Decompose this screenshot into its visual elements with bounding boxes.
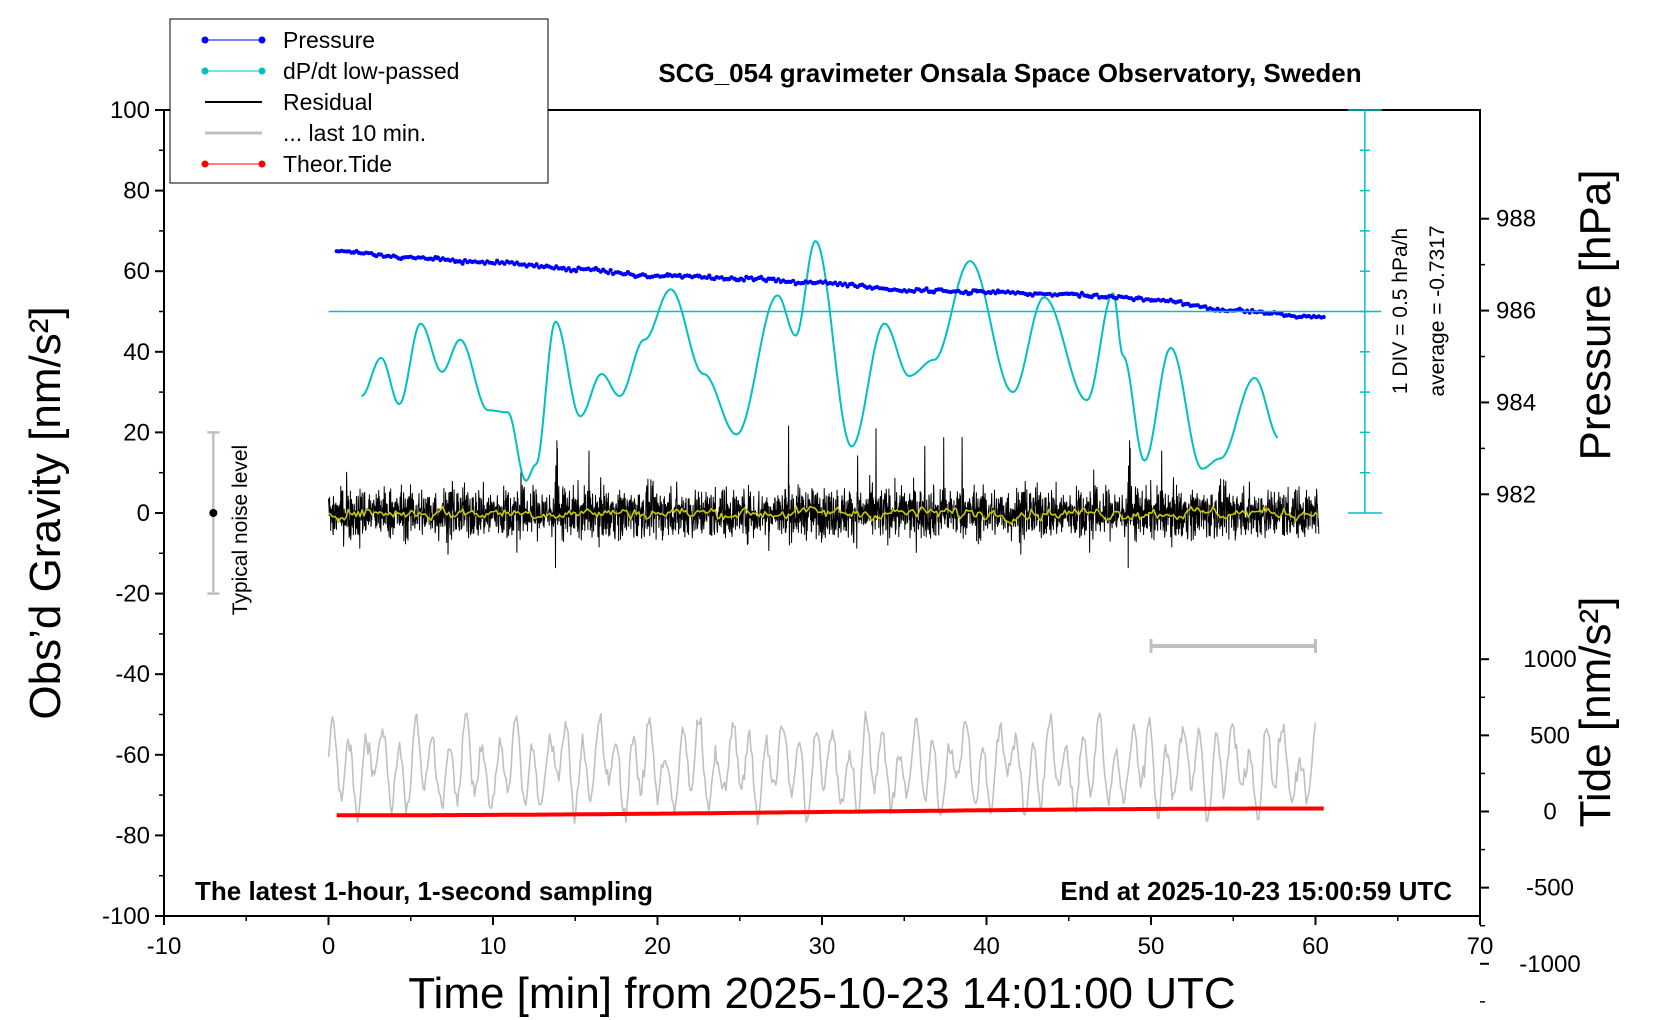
pressure-point: [707, 273, 712, 278]
x-tick-label: 0: [322, 933, 335, 960]
pressure-point: [924, 286, 929, 291]
y-tick-label: -100: [102, 903, 150, 930]
x-tick-label: 60: [1302, 933, 1329, 960]
y-tick-label: -40: [115, 661, 150, 688]
pressure-point: [993, 291, 998, 296]
y-tick-label: 20: [123, 419, 150, 446]
y-tick-label: -20: [115, 581, 150, 608]
pressure-point: [1321, 314, 1326, 320]
pressure-point: [931, 290, 937, 295]
pressure-point: [1178, 299, 1183, 304]
pressure-point: [574, 269, 579, 274]
x-tick-label: 40: [973, 933, 1000, 960]
pressure-point: [495, 258, 500, 263]
legend-tide-label: Theor.Tide: [283, 151, 392, 177]
legend-dpdt-dot: [258, 67, 266, 75]
average-label: average = -0.7317: [1426, 225, 1449, 396]
pressure-point: [1203, 304, 1208, 309]
y-tick-label: 100: [110, 97, 150, 124]
legend-pressure-dot: [258, 36, 266, 44]
y-tick-label: -80: [115, 822, 150, 849]
pressure-axis-title: Pressure [hPa]: [1571, 169, 1620, 460]
x-tick-label: 30: [809, 933, 836, 960]
legend-dpdt-label: dP/dt low-passed: [283, 58, 459, 84]
tide-axis-title: Tide [nm/s²]: [1571, 597, 1620, 828]
pressure-point: [1077, 294, 1082, 299]
pressure-point: [460, 261, 465, 266]
legend-pressure-label: Pressure: [283, 27, 375, 53]
residual-smoothed-trace: [328, 505, 1319, 526]
pressure-point: [771, 276, 776, 281]
tide-tick-label: 1000: [1523, 646, 1576, 673]
y-axis-title: Obs’d Gravity [nm/s²]: [21, 306, 70, 719]
x-tick-label: 50: [1138, 933, 1165, 960]
tide-tick-label: 500: [1530, 722, 1570, 749]
x-axis-title: Time [min] from 2025-10-23 14:01:00 UTC: [408, 969, 1235, 1018]
pressure-point: [912, 289, 917, 294]
x-tick-label: -10: [147, 933, 182, 960]
last10-trace: [327, 710, 1317, 826]
pressure-point: [963, 289, 969, 294]
legend: Pressure dP/dt low-passed Residual ... l…: [169, 18, 549, 184]
annotation-layer: [207, 109, 1382, 653]
pressure-point: [842, 281, 848, 286]
pressure-point: [741, 278, 747, 283]
x-tick-label: 70: [1467, 933, 1494, 960]
pressure-tick-label: 982: [1496, 481, 1536, 508]
y-tick-label: 40: [123, 339, 150, 366]
legend-pressure-dot: [201, 36, 209, 44]
axes-layer: -10 0 10 20 30 40 50 60 70-100-80-60-40-20020406…: [102, 97, 1581, 1003]
pressure-point: [749, 275, 754, 280]
y-tick-label: 80: [123, 178, 150, 205]
residual-trace: [328, 425, 1320, 569]
pressure-point: [968, 291, 974, 296]
legend-tide-dot: [258, 160, 266, 168]
pressure-point: [791, 278, 796, 283]
x-tick-label: 20: [644, 933, 671, 960]
bottom-right-note: End at 2025-10-23 15:00:59 UTC: [1060, 876, 1452, 906]
pressure-tick-label: 986: [1496, 298, 1536, 325]
pressure-tick-label: 984: [1496, 389, 1536, 416]
chart-title: SCG_054 gravimeter Onsala Space Observat…: [658, 58, 1361, 88]
bottom-left-note: The latest 1-hour, 1-second sampling: [195, 876, 653, 906]
y-tick-label: 0: [137, 500, 150, 527]
pressure-point: [435, 255, 440, 260]
legend-residual-label: Residual: [283, 89, 373, 115]
x-tick-label: 10: [480, 933, 507, 960]
pressure-point: [566, 266, 571, 271]
pressure-point: [759, 274, 764, 279]
tide-trace: [336, 806, 1324, 818]
y-tick-label: -60: [115, 742, 150, 769]
noise-bar-center: [209, 509, 218, 517]
legend-last10-label: ... last 10 min.: [283, 120, 426, 146]
pressure-point: [677, 272, 682, 277]
tide-tick-label: -500: [1526, 875, 1574, 902]
tide-tick-label: -1000: [1519, 951, 1580, 978]
dpdt-trace: [361, 240, 1279, 482]
series-layer: [327, 240, 1326, 826]
pressure-point: [606, 271, 611, 276]
pressure-point: [492, 261, 497, 266]
div-scale-label: 1 DIV = 0.5 hPa/h: [1389, 228, 1412, 394]
legend-dpdt-dot: [201, 67, 209, 75]
pressure-point: [1094, 292, 1099, 297]
pressure-point: [776, 277, 781, 282]
tide-tick-label: 0: [1543, 799, 1556, 826]
legend-tide-dot: [201, 160, 209, 168]
pressure-tick-label: 988: [1496, 206, 1536, 233]
pressure-point: [608, 268, 613, 273]
noise-level-label: Typical noise level: [229, 445, 252, 615]
pressure-point: [534, 262, 539, 267]
y-tick-label: 60: [123, 258, 150, 285]
